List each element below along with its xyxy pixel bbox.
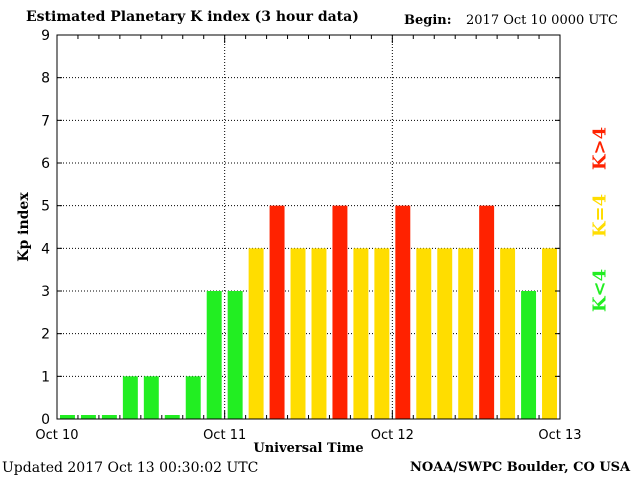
y-axis-label: Kp index bbox=[16, 192, 32, 262]
kp-bar bbox=[500, 248, 516, 419]
y-tick-label: 6 bbox=[41, 156, 50, 172]
y-tick-label: 9 bbox=[41, 28, 50, 44]
kp-bar bbox=[542, 248, 557, 419]
kp-bar bbox=[185, 376, 201, 419]
kp-bar bbox=[311, 248, 327, 419]
kp-bar bbox=[248, 248, 264, 419]
kp-bar bbox=[332, 205, 348, 419]
y-tick-label: 2 bbox=[41, 327, 50, 343]
plot-area bbox=[57, 35, 560, 419]
kp-bar bbox=[80, 415, 96, 419]
chart-title: Estimated Planetary K index (3 hour data… bbox=[26, 9, 359, 25]
kp-bar bbox=[353, 248, 369, 419]
kp-bar bbox=[269, 205, 285, 419]
kp-bar bbox=[479, 205, 495, 419]
y-tick-label: 0 bbox=[41, 412, 50, 428]
updated-timestamp: Updated 2017 Oct 13 00:30:02 UTC bbox=[2, 460, 259, 476]
kp-bar bbox=[206, 291, 222, 419]
kp-bar bbox=[437, 248, 453, 419]
kp-bar bbox=[416, 248, 432, 419]
begin-value: 2017 Oct 10 0000 UTC bbox=[466, 13, 618, 28]
y-tick-label: 8 bbox=[41, 71, 50, 87]
y-tick-label: 5 bbox=[41, 199, 50, 215]
kp-bar bbox=[458, 248, 474, 419]
y-tick-label: 7 bbox=[41, 113, 50, 129]
y-tick-label: 4 bbox=[41, 241, 50, 257]
legend-high: K>4 bbox=[589, 126, 611, 171]
kp-bar bbox=[395, 205, 411, 419]
kp-bar bbox=[101, 415, 117, 419]
x-tick-label: Oct 13 bbox=[538, 428, 581, 443]
kp-bar bbox=[227, 291, 243, 419]
legend-mid: K=4 bbox=[589, 193, 611, 238]
x-tick-label: Oct 10 bbox=[35, 428, 78, 443]
legend-low: K<4 bbox=[589, 268, 611, 313]
x-tick-label: Oct 12 bbox=[371, 428, 414, 443]
kp-bar bbox=[290, 248, 306, 419]
kp-bar bbox=[60, 415, 75, 419]
x-tick-label: Oct 11 bbox=[203, 428, 246, 443]
kp-bar bbox=[122, 376, 138, 419]
credit-label: NOAA/SWPC Boulder, CO USA bbox=[410, 460, 631, 475]
y-tick-label: 1 bbox=[41, 369, 50, 385]
kp-bar bbox=[143, 376, 159, 419]
y-tick-label: 3 bbox=[41, 284, 50, 300]
begin-label: Begin: bbox=[404, 13, 452, 28]
kp-bar bbox=[521, 291, 537, 419]
kp-bar bbox=[164, 415, 180, 419]
kp-bar bbox=[374, 248, 390, 419]
x-axis-label: Universal Time bbox=[253, 441, 363, 456]
